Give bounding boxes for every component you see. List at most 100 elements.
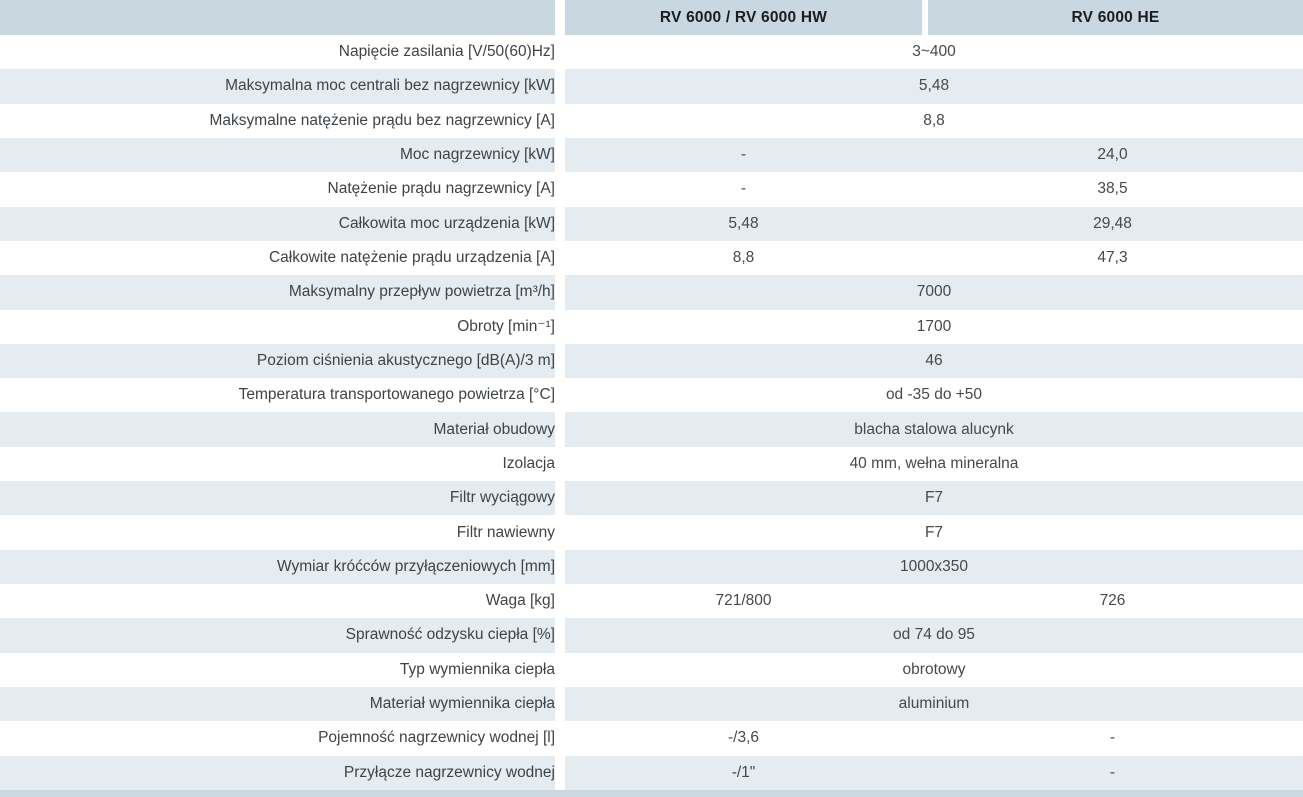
table-row: Materiał wymiennika ciepła aluminium <box>0 686 1303 722</box>
row-value-col1: 8,8 <box>565 240 922 276</box>
column-gap-cell <box>555 275 565 310</box>
row-value-col2: - <box>922 755 1303 790</box>
row-label: Moc nagrzewnicy [kW] <box>0 137 555 173</box>
row-label: Waga [kg] <box>0 584 555 619</box>
row-label: Filtr nawiewny <box>0 515 555 550</box>
row-value-merged: 3~400 <box>565 35 1303 70</box>
row-value-col1: -/3,6 <box>565 721 922 756</box>
column-gap-cell <box>555 343 565 379</box>
table-row: Maksymalny przepływ powietrza [m³/h] 7000 <box>0 275 1303 310</box>
row-value-merged: F7 <box>565 481 1303 516</box>
table-row: Obroty [min⁻¹] 1700 <box>0 309 1303 344</box>
row-value-col2: 29,48 <box>922 206 1303 241</box>
table-row: Napięcie zasilania [V/50(60)Hz] 3~400 <box>0 35 1303 70</box>
column-gap-cell <box>555 137 565 173</box>
row-value-merged: 46 <box>565 343 1303 379</box>
row-value-col1: 5,48 <box>565 206 922 241</box>
row-label: Napięcie zasilania [V/50(60)Hz] <box>0 35 555 70</box>
column-gap-cell <box>555 172 565 207</box>
row-label: Materiał obudowy <box>0 412 555 447</box>
column-gap-cell <box>555 755 565 790</box>
row-value-col2: 24,0 <box>922 137 1303 173</box>
table-row: Maksymalna moc centrali bez nagrzewnicy … <box>0 69 1303 104</box>
row-value-merged: od 74 do 95 <box>565 618 1303 653</box>
row-value-merged: 1700 <box>565 309 1303 344</box>
row-label: Całkowite natężenie prądu urządzenia [A] <box>0 240 555 276</box>
row-label: Maksymalna moc centrali bez nagrzewnicy … <box>0 69 555 104</box>
row-label: Całkowita moc urządzenia [kW] <box>0 206 555 241</box>
row-value-merged: obrotowy <box>565 652 1303 687</box>
column-gap-cell <box>555 721 565 756</box>
row-value-merged: blacha stalowa alucynk <box>565 412 1303 447</box>
table-row: Maksymalne natężenie prądu bez nagrzewni… <box>0 103 1303 138</box>
row-label: Maksymalny przepływ powietrza [m³/h] <box>0 275 555 310</box>
row-value-merged: 8,8 <box>565 103 1303 138</box>
row-label: Sprawność odzysku ciepła [%] <box>0 618 555 653</box>
column-gap-cell <box>555 206 565 241</box>
table-row: Izolacja 40 mm, wełna mineralna <box>0 446 1303 482</box>
column-gap-cell <box>555 35 565 70</box>
column-gap-cell <box>555 618 565 653</box>
column-gap-cell <box>555 549 565 584</box>
column-gap-cell <box>555 240 565 276</box>
row-label: Maksymalne natężenie prądu bez nagrzewni… <box>0 103 555 138</box>
table-row: Filtr nawiewny F7 <box>0 515 1303 550</box>
table-row: Całkowite natężenie prądu urządzenia [A]… <box>0 240 1303 276</box>
column-gap-cell <box>555 515 565 550</box>
header-cell-rv6000he: RV 6000 HE <box>928 0 1303 35</box>
bottom-accent-bar <box>0 790 1303 797</box>
row-value-merged: 7000 <box>565 275 1303 310</box>
table-row: Poziom ciśnienia akustycznego [dB(A)/3 m… <box>0 343 1303 379</box>
row-value-merged: 40 mm, wełna mineralna <box>565 446 1303 482</box>
spec-table-body: Napięcie zasilania [V/50(60)Hz] 3~400 Maks… <box>0 35 1303 790</box>
row-value-merged: aluminium <box>565 686 1303 722</box>
table-header-row: RV 6000 / RV 6000 HW RV 6000 HE <box>0 0 1303 35</box>
column-gap-cell <box>555 446 565 482</box>
table-row: Całkowita moc urządzenia [kW] 5,48 29,48 <box>0 206 1303 241</box>
row-label: Temperatura transportowanego powietrza [… <box>0 378 555 413</box>
header-cell-empty <box>0 0 555 35</box>
row-value-col1: 721/800 <box>565 584 922 619</box>
table-row: Moc nagrzewnicy [kW] -24,0 <box>0 137 1303 173</box>
row-value-merged: 5,48 <box>565 69 1303 104</box>
row-value-col2: 38,5 <box>922 172 1303 207</box>
row-label: Typ wymiennika ciepła <box>0 652 555 687</box>
row-value-col2: - <box>922 721 1303 756</box>
row-label: Filtr wyciągowy <box>0 481 555 516</box>
table-row: Filtr wyciągowy F7 <box>0 481 1303 516</box>
row-value-col1: - <box>565 137 922 173</box>
row-label: Materiał wymiennika ciepła <box>0 686 555 722</box>
column-gap-cell <box>555 378 565 413</box>
table-row: Natężenie prądu nagrzewnicy [A] -38,5 <box>0 172 1303 207</box>
row-label: Obroty [min⁻¹] <box>0 309 555 344</box>
table-row: Waga [kg] 721/800 726 <box>0 584 1303 619</box>
row-value-col2: 47,3 <box>922 240 1303 276</box>
row-label: Poziom ciśnienia akustycznego [dB(A)/3 m… <box>0 343 555 379</box>
column-gap-cell <box>555 0 565 35</box>
row-label: Przyłącze nagrzewnicy wodnej <box>0 755 555 790</box>
column-gap-cell <box>555 412 565 447</box>
row-label: Natężenie prądu nagrzewnicy [A] <box>0 172 555 207</box>
column-gap-cell <box>555 481 565 516</box>
table-row: Materiał obudowy blacha stalowa alucynk <box>0 412 1303 447</box>
table-row: Sprawność odzysku ciepła [%] od 74 do 95 <box>0 618 1303 653</box>
table-row: Typ wymiennika ciepła obrotowy <box>0 652 1303 687</box>
row-label: Pojemność nagrzewnicy wodnej [l] <box>0 721 555 756</box>
row-value-col2: 726 <box>922 584 1303 619</box>
row-label: Wymiar króćców przyłączeniowych [mm] <box>0 549 555 584</box>
column-gap-cell <box>555 686 565 722</box>
row-value-merged: F7 <box>565 515 1303 550</box>
column-gap-cell <box>555 652 565 687</box>
table-row: Wymiar króćców przyłączeniowych [mm] 1000… <box>0 549 1303 584</box>
table-row: Przyłącze nagrzewnicy wodnej -/1" - <box>0 755 1303 790</box>
table-row: Pojemność nagrzewnicy wodnej [l] -/3,6- <box>0 721 1303 756</box>
column-gap-cell <box>922 0 928 35</box>
row-value-merged: od -35 do +50 <box>565 378 1303 413</box>
row-value-col1: - <box>565 172 922 207</box>
column-gap-cell <box>555 309 565 344</box>
header-cell-rv6000-rv6000hw: RV 6000 / RV 6000 HW <box>565 0 922 35</box>
row-value-col1: -/1" <box>565 755 922 790</box>
column-gap-cell <box>555 584 565 619</box>
